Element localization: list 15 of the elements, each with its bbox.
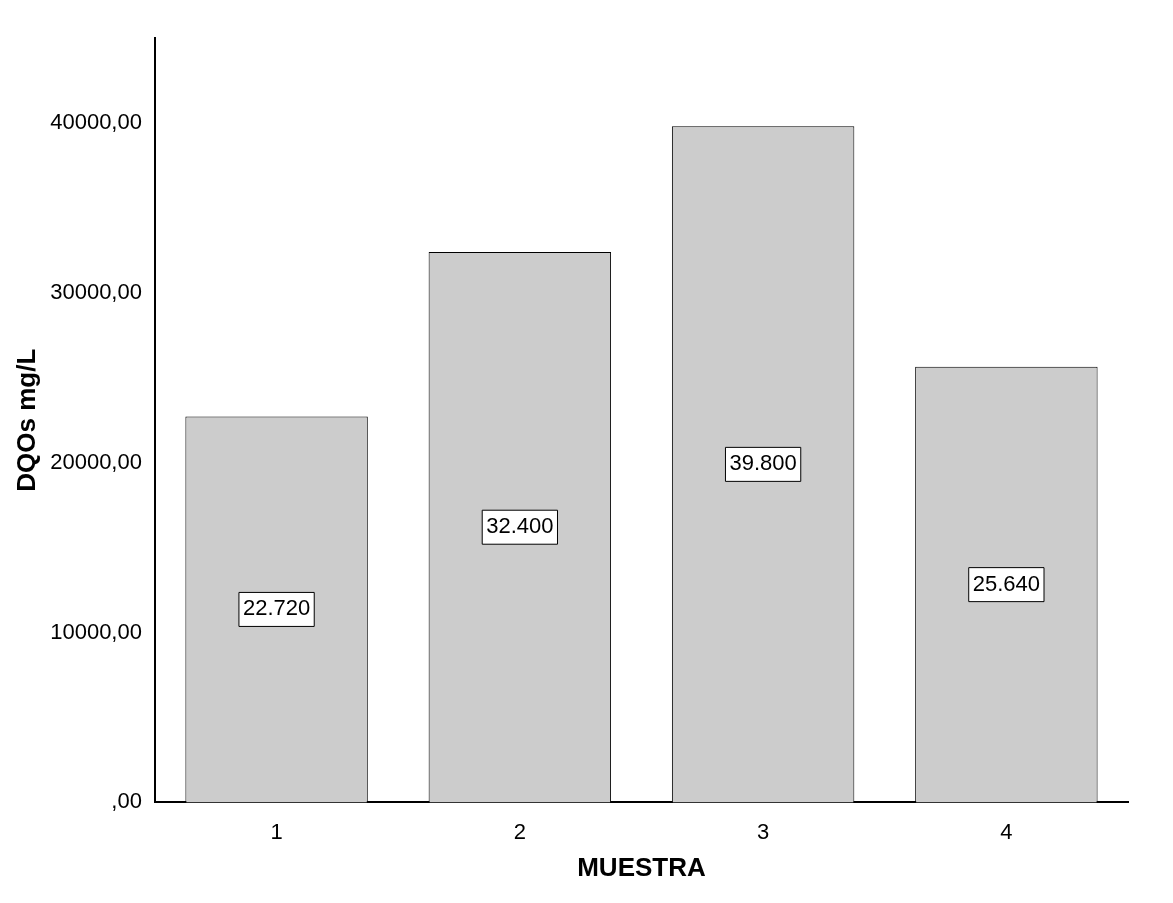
x-axis-title: MUESTRA — [577, 851, 706, 882]
y-tick-label: ,00 — [111, 788, 142, 814]
data-label: 32.400 — [486, 513, 554, 539]
x-tick-label: 3 — [756, 818, 770, 844]
y-axis-title: DQOs mg/L — [10, 348, 41, 492]
y-tick-label: 10000,00 — [50, 618, 142, 644]
y-tick-label: 40000,00 — [50, 109, 142, 134]
data-label: 25.640 — [972, 570, 1041, 596]
y-tick-label: 20000,00 — [50, 448, 142, 474]
x-tick-label: 4 — [1000, 818, 1013, 844]
data-label: 22.720 — [242, 595, 311, 621]
data-label: 39.800 — [729, 450, 797, 476]
y-tick-label: 30000,00 — [50, 278, 142, 304]
x-tick-label: 1 — [270, 818, 283, 844]
x-tick-label: 2 — [513, 818, 526, 844]
